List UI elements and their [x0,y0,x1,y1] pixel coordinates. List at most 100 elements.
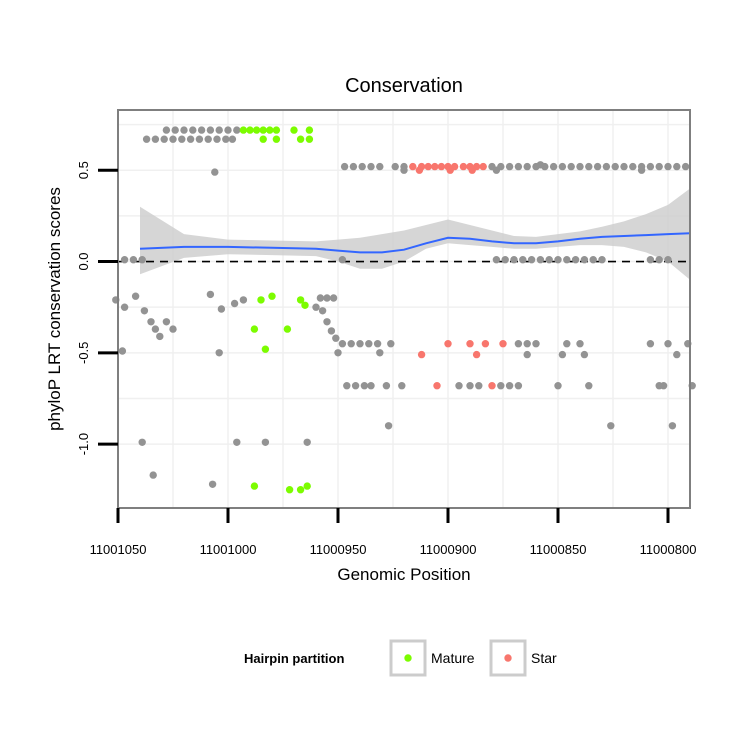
other-point [224,126,232,134]
other-point [659,382,668,390]
other-point [580,350,589,359]
other-point [162,318,171,326]
other-point [312,303,320,311]
other-point [620,162,628,171]
other-point [351,382,360,390]
star-point [466,340,474,348]
other-point [233,438,241,446]
other-point [204,135,212,143]
other-point [391,162,399,171]
other-point [129,256,138,264]
other-point [215,349,223,357]
star-point [499,340,507,348]
other-point [323,294,331,302]
other-point [637,166,646,174]
other-point [455,382,463,390]
mature-point [252,126,261,134]
mature-point [257,296,265,304]
x-axis-label: Genomic Position [337,565,470,584]
other-point [497,382,505,390]
other-point [233,126,241,134]
other-point [160,135,168,143]
mature-point [283,325,292,333]
mature-point [259,126,267,134]
other-point [162,126,171,134]
other-point [171,126,179,134]
mature-point [272,126,281,134]
mature-point [305,135,314,143]
other-point [664,162,672,171]
legend-key-mature [389,639,427,677]
mature-point [246,126,254,134]
other-point [536,161,545,169]
star-point [424,162,432,171]
y-tick-label: -0.5 [76,342,91,364]
chart-title: Conservation [345,75,463,97]
other-point [519,256,527,264]
other-point [681,162,690,171]
y-tick-label: -1.0 [76,433,91,455]
other-point [466,382,474,390]
x-tick-label: 11000950 [310,542,367,557]
other-point [585,382,593,390]
mature-point [296,486,305,494]
other-point [510,256,518,264]
other-point [138,256,146,264]
other-point [149,471,157,479]
other-point [545,256,553,264]
other-point [340,162,349,171]
legend: Hairpin partition Mature Star [244,639,557,677]
other-point [646,256,655,264]
other-point [131,292,140,300]
other-point [400,166,408,174]
other-point [239,296,248,304]
other-point [217,305,226,313]
other-point [349,162,358,171]
other-point [323,318,331,326]
star-point [417,350,426,359]
other-point [602,162,611,171]
other-point [523,350,531,359]
other-point [576,162,584,171]
other-point [222,135,230,143]
other-point [338,256,347,264]
other-point [120,256,129,264]
other-point [611,162,619,171]
other-point [118,347,127,355]
other-point [151,135,160,143]
other-point [382,382,391,390]
other-point [563,340,571,348]
legend-swatch-star [504,654,512,662]
other-point [501,256,509,264]
star-point [431,162,439,171]
other-point [514,162,523,171]
other-point [338,340,347,348]
other-point [261,438,270,446]
other-point [156,332,164,341]
other-point [151,325,160,333]
other-point [664,256,672,264]
legend-item-star: Star [489,639,557,677]
mature-point [285,486,294,494]
other-point [505,162,514,171]
panel-border [117,109,691,509]
other-point [208,480,217,488]
other-point [189,126,197,134]
other-point [347,340,355,348]
other-point [147,318,155,326]
other-point [585,162,593,171]
plot-panel [112,109,696,509]
x-axis: 11001050 11001000 11000950 11000900 11000850… [90,508,696,557]
other-point [343,382,351,390]
other-point [169,325,177,333]
other-point [376,162,384,171]
star-point [446,166,454,174]
legend-title: Hairpin partition [244,651,344,666]
mature-point [296,135,305,143]
other-point [655,162,663,171]
other-point [549,162,558,171]
other-point [327,327,336,335]
other-point [554,256,562,264]
legend-item-mature: Mature [389,639,475,677]
